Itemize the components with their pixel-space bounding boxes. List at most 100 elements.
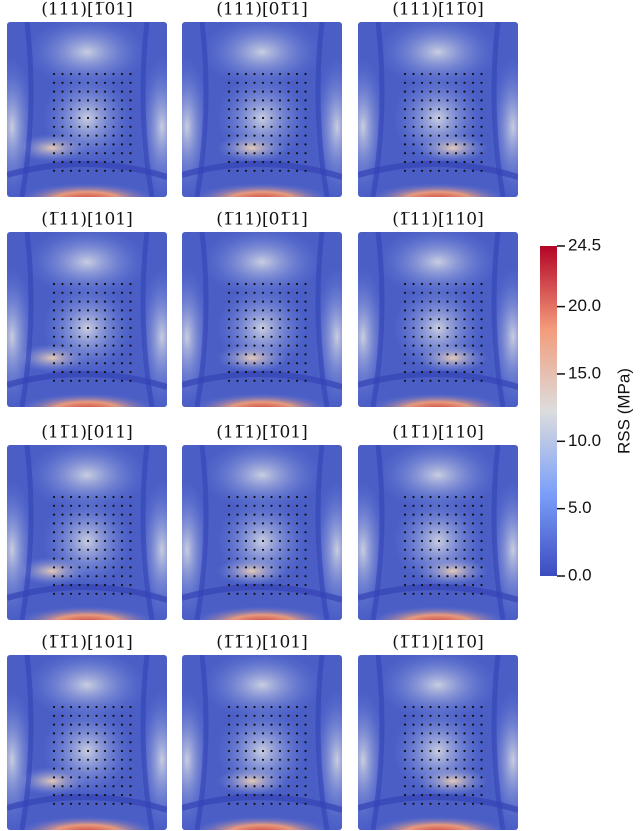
dot xyxy=(471,566,475,569)
dot xyxy=(420,723,424,726)
dot xyxy=(236,335,239,338)
dot xyxy=(227,758,231,761)
dot xyxy=(420,741,424,744)
dot xyxy=(86,379,90,382)
dot xyxy=(61,539,64,543)
dot xyxy=(61,758,64,761)
dot xyxy=(429,116,432,120)
dot xyxy=(244,282,248,286)
dot xyxy=(437,531,441,534)
dot xyxy=(480,362,483,365)
dot xyxy=(412,504,415,507)
dot xyxy=(78,723,81,726)
dot xyxy=(403,362,407,365)
dot xyxy=(129,318,132,321)
dot xyxy=(120,776,124,779)
dot xyxy=(244,370,248,374)
dot xyxy=(295,318,299,321)
dot xyxy=(86,758,90,761)
dot xyxy=(480,592,483,595)
field xyxy=(202,445,322,510)
dot xyxy=(112,318,115,321)
dot xyxy=(244,362,248,365)
dot xyxy=(437,318,441,321)
dot xyxy=(429,300,432,303)
dot xyxy=(120,282,124,286)
dot xyxy=(295,714,299,717)
dot xyxy=(295,513,299,516)
dot xyxy=(69,758,73,761)
dot xyxy=(244,741,248,744)
dot xyxy=(253,108,256,111)
dot xyxy=(236,134,239,137)
dot xyxy=(86,160,90,164)
dot xyxy=(287,108,290,111)
dot xyxy=(420,99,424,102)
dot xyxy=(95,732,98,735)
dot xyxy=(437,370,441,374)
dot xyxy=(304,504,307,507)
dot xyxy=(446,160,449,164)
dot xyxy=(278,300,282,303)
dot xyxy=(78,793,81,797)
dot xyxy=(304,531,307,534)
dot xyxy=(270,741,273,744)
field xyxy=(140,57,167,197)
dot xyxy=(295,566,299,569)
dot xyxy=(429,539,432,543)
dot xyxy=(112,125,115,128)
band xyxy=(491,655,506,830)
dot xyxy=(129,81,132,84)
dot xyxy=(103,732,107,735)
dot xyxy=(446,802,449,805)
dot xyxy=(103,539,107,543)
dot xyxy=(446,557,449,560)
dot xyxy=(295,723,299,726)
dot xyxy=(61,282,64,286)
dot xyxy=(112,143,115,146)
dot xyxy=(120,370,124,374)
dot xyxy=(78,714,81,717)
dot xyxy=(403,72,407,76)
dot xyxy=(261,152,265,155)
dot xyxy=(78,90,81,93)
dot xyxy=(112,749,115,753)
dot xyxy=(295,90,299,93)
dot xyxy=(287,522,290,525)
dot xyxy=(304,72,307,76)
dot xyxy=(129,583,132,587)
dot xyxy=(129,732,132,735)
dot xyxy=(295,705,299,709)
dot xyxy=(120,309,124,312)
dot xyxy=(69,116,73,120)
heatmap-panel xyxy=(182,22,342,197)
dot xyxy=(270,134,273,137)
heatmap xyxy=(182,655,342,830)
dot xyxy=(420,583,424,587)
dot xyxy=(86,282,90,286)
dot xyxy=(261,379,265,382)
dot xyxy=(480,335,483,338)
band xyxy=(370,445,385,620)
dot xyxy=(78,309,81,312)
dot xyxy=(95,531,98,534)
dot xyxy=(236,379,239,382)
dot xyxy=(86,785,90,788)
dot xyxy=(253,776,256,779)
dot xyxy=(412,282,415,286)
dot xyxy=(295,291,299,294)
dot xyxy=(52,539,56,543)
dot xyxy=(253,557,256,560)
dot xyxy=(244,749,248,753)
dot xyxy=(244,81,248,84)
field xyxy=(491,57,518,197)
dot xyxy=(429,557,432,560)
dot xyxy=(244,300,248,303)
dot xyxy=(471,353,475,356)
dot xyxy=(446,291,449,294)
dot xyxy=(95,108,98,111)
dot xyxy=(471,539,475,543)
dot xyxy=(61,344,64,347)
dot xyxy=(304,785,307,788)
dot xyxy=(471,548,475,551)
